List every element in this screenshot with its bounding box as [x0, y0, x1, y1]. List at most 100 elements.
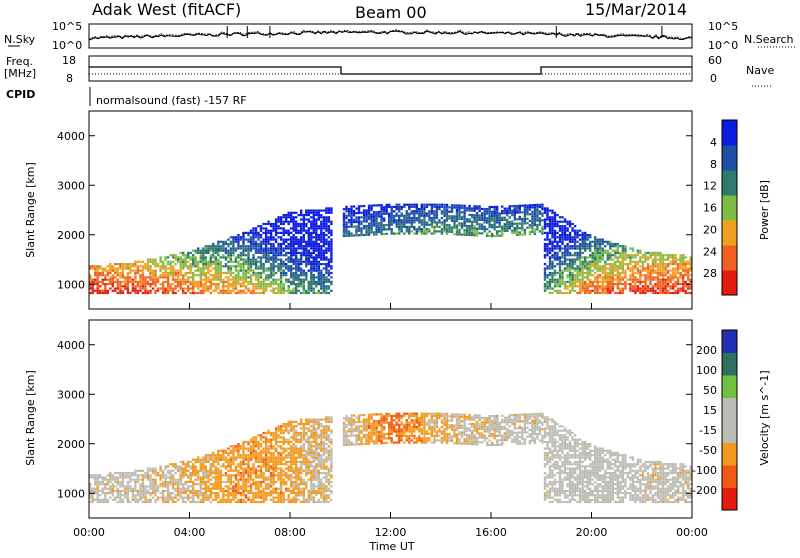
velocity-cell-1199: [283, 494, 285, 496]
power-cell-170: [132, 288, 134, 290]
power-cell-2864: [566, 245, 568, 247]
power-cell-3273: [614, 254, 616, 256]
power-cell-2713: [551, 227, 553, 229]
power-cell-561: [207, 285, 209, 287]
power-cell-3368: [629, 259, 631, 261]
velocity-cell-895: [250, 450, 252, 452]
power-cell-2729: [554, 265, 556, 267]
velocity-cell-484: [195, 472, 197, 474]
power-cell-3283: [617, 279, 619, 281]
velocity-cell-1136: [275, 439, 277, 441]
velocity-cell-593: [212, 492, 214, 494]
power-cell-696: [227, 290, 229, 292]
power-cell-3098: [594, 292, 596, 294]
velocity-cell-930: [255, 481, 257, 483]
power-cell-1216: [283, 227, 285, 229]
power-cell-3702: [687, 276, 689, 278]
velocity-cell-1179: [280, 472, 282, 474]
power-cell-103: [114, 263, 116, 265]
power-cell-2913: [571, 259, 573, 261]
power-cell-1610: [318, 243, 320, 245]
power-cell-1207: [283, 254, 285, 256]
power-cell-2431: [499, 224, 501, 226]
velocity-cell-1015: [262, 441, 264, 443]
power-cell-397: [180, 272, 182, 274]
velocity-cell-735: [232, 499, 234, 501]
power-cell-224: [142, 261, 144, 263]
power-cell-131: [122, 276, 124, 278]
power-cell-516: [200, 259, 202, 261]
power-cell-1898: [373, 233, 375, 235]
power-cell-921: [252, 230, 254, 232]
power-cell-1515: [310, 241, 312, 243]
power-cell-1671: [323, 239, 325, 241]
power-cell-3225: [609, 288, 611, 290]
power-cell-1686: [325, 281, 327, 283]
power-cell-1080: [270, 250, 272, 252]
power-cell-1597: [318, 274, 320, 276]
power-cell-2825: [564, 288, 566, 290]
velocity-cell-64: [104, 485, 106, 487]
power-cell-3365: [629, 267, 631, 269]
power-cell-3705: [687, 270, 689, 272]
velocity-cell-655: [220, 476, 222, 478]
velocity-cell-516: [200, 468, 202, 470]
power-cell-2796: [559, 225, 561, 227]
power-cell-3178: [602, 256, 604, 258]
velocity-cell-993: [260, 436, 262, 438]
power-cell-2649: [546, 243, 548, 245]
power-cell-1217: [283, 223, 285, 225]
power-cell-1567: [315, 265, 317, 267]
power-cell-3652: [677, 265, 679, 267]
velocity-cell-1198: [283, 497, 285, 499]
power-cell-479: [195, 283, 197, 285]
power-cell-2052: [408, 206, 410, 208]
velocity-cell-305: [162, 494, 164, 496]
velocity-cell-233: [144, 476, 146, 478]
power-cell-3391: [634, 285, 636, 287]
power-cell-204: [139, 283, 141, 285]
power-cell-1352: [295, 230, 297, 232]
power-cell-829: [242, 250, 244, 252]
power-colorbar-swatch-0: [722, 270, 737, 296]
power-cell-1233: [285, 245, 287, 247]
power-cell-1512: [310, 247, 312, 249]
power-cell-2709: [551, 236, 553, 238]
power-cell-1731: [328, 232, 330, 234]
power-cell-2606: [541, 208, 543, 210]
power-cell-3149: [599, 276, 601, 278]
power-cell-3061: [589, 292, 591, 294]
power-cell-1190: [280, 232, 282, 234]
power-cell-311: [162, 267, 164, 269]
velocity-cell-358: [172, 485, 174, 487]
power-cell-1690: [325, 270, 327, 272]
power-cell-1197: [283, 290, 285, 292]
velocity-cell-904: [252, 492, 254, 494]
power-cell-599: [212, 261, 214, 263]
velocity-cell-408: [182, 497, 184, 499]
velocity-cell-1021: [265, 492, 267, 494]
velocity-cell-1067: [270, 494, 272, 496]
power-cell-536: [202, 254, 204, 256]
power-cell-681: [225, 290, 227, 292]
power-cell-2924: [574, 285, 576, 287]
power-cell-1683: [325, 290, 327, 292]
power-cell-1452: [305, 254, 307, 256]
velocity-cell-834: [242, 448, 244, 450]
power-cell-1025: [265, 270, 267, 272]
power-cell-2772: [559, 290, 561, 292]
power-cell-1323: [293, 221, 295, 223]
power-cell-451: [190, 276, 192, 278]
power-cell-2405: [494, 228, 496, 230]
power-cell-1044: [267, 285, 269, 287]
power-cell-1021: [265, 283, 267, 285]
velocity-cell-113: [117, 476, 119, 478]
velocity-cell-878: [250, 501, 252, 503]
power-cell-2540: [526, 213, 528, 215]
power-cell-2312: [471, 227, 473, 229]
power-cell-2809: [561, 256, 563, 258]
power-cell-1659: [323, 276, 325, 278]
power-cell-2725: [554, 279, 556, 281]
power-cell-3145: [599, 292, 601, 294]
power-cell-863: [247, 267, 249, 269]
